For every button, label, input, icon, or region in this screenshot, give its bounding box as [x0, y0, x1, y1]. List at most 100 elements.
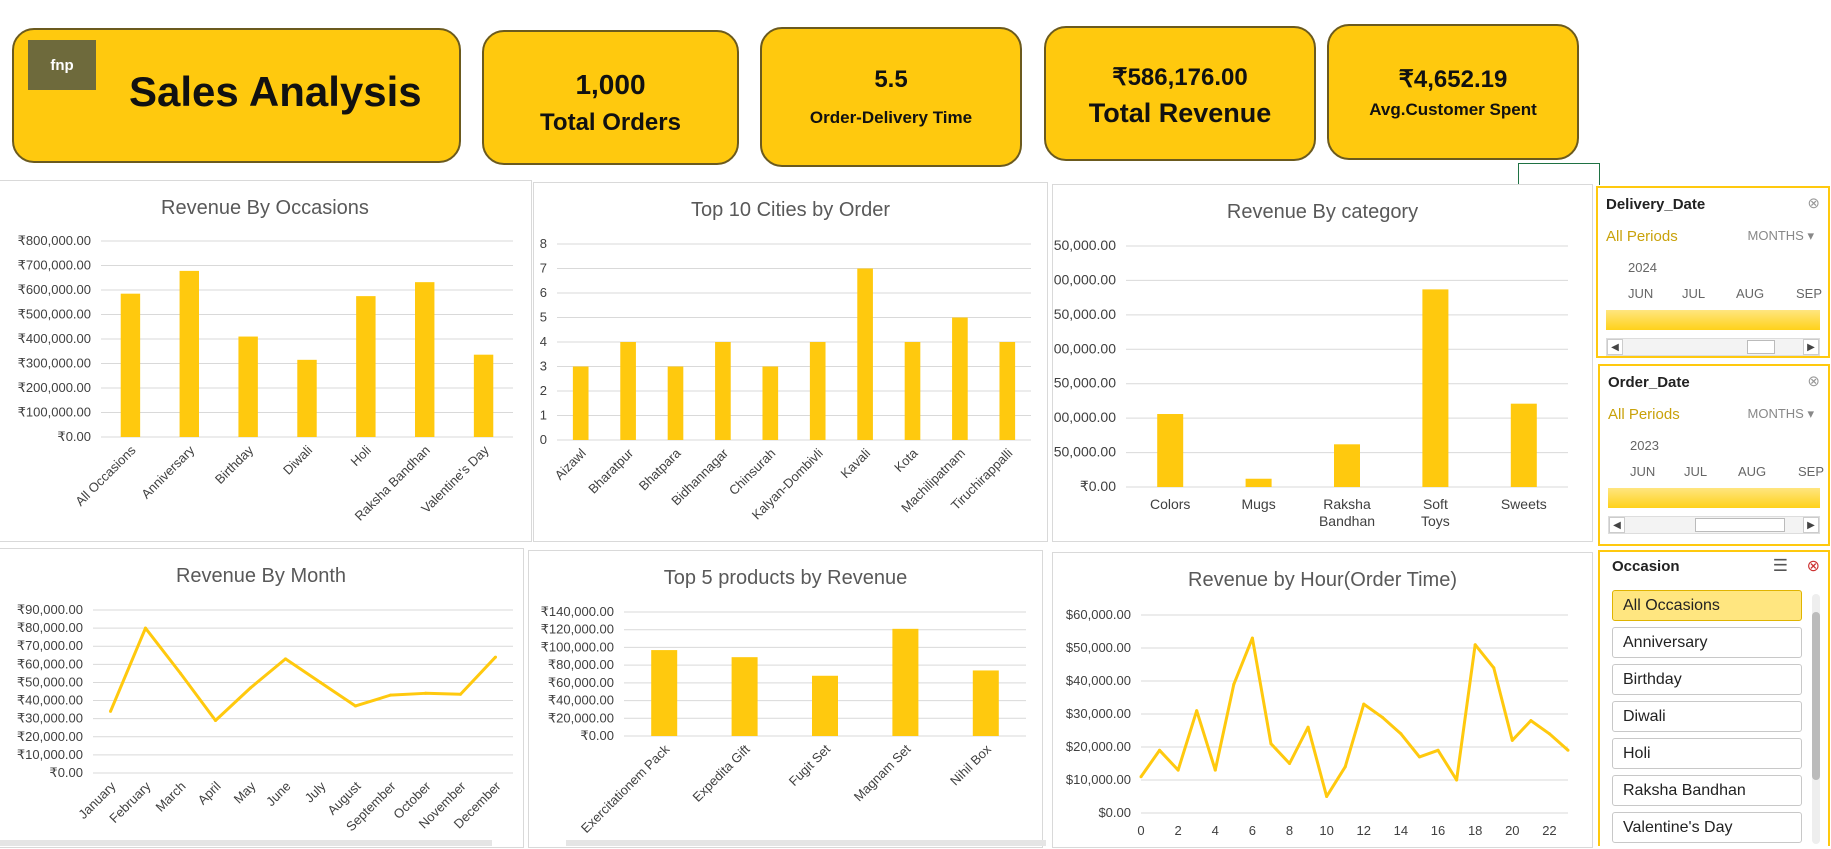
data-point	[284, 657, 287, 661]
month-label[interactable]: AUG	[1738, 464, 1767, 479]
occasion-item[interactable]: All Occasions	[1612, 590, 1802, 621]
data-point	[389, 693, 392, 697]
chart-revenue-by-occasions[interactable]: Revenue By Occasions ₹0.00 ₹100,000.00 ₹20…	[0, 180, 532, 542]
scroll-thumb[interactable]	[1747, 340, 1775, 354]
month-label[interactable]: JUN	[1628, 286, 1654, 301]
month-label[interactable]: AUG	[1736, 286, 1765, 301]
month-label[interactable]: SEP	[1798, 464, 1825, 479]
data-point	[1436, 748, 1440, 752]
chevron-right-icon[interactable]: ▶	[1803, 339, 1819, 355]
y-tick-label: ₹800,000.00	[18, 233, 91, 248]
x-tick-label: Raksha Bandhan	[1319, 496, 1375, 529]
bar	[857, 268, 873, 440]
timeline-range-bar[interactable]	[1606, 310, 1820, 330]
x-tick-label: 18	[1468, 823, 1482, 838]
y-tick-label: ₹80,000.00	[17, 620, 83, 635]
data-point	[1492, 666, 1496, 670]
chart-revenue-by-hour[interactable]: Revenue by Hour(Order Time) $0.00 $10,000…	[1052, 552, 1593, 848]
occasion-item[interactable]: Holi	[1612, 738, 1802, 769]
kpi-label: Total Orders	[540, 108, 681, 136]
y-tick-label: ₹90,000.00	[17, 602, 83, 617]
x-tick-label: 4	[1212, 823, 1219, 838]
bar	[473, 354, 494, 437]
granularity-dropdown[interactable]: MONTHS ▾	[1748, 228, 1815, 244]
x-tick-label: Magnam Set	[851, 741, 914, 804]
clear-filter-icon[interactable]: ⊗	[1806, 558, 1820, 575]
x-tick-label: Fugit Set	[786, 741, 834, 789]
x-tick-label: Birthday	[212, 442, 257, 487]
y-tick-label: $20,000.00	[1066, 739, 1131, 754]
occasion-item[interactable]: Anniversary	[1612, 627, 1802, 658]
kpi-value: ₹4,652.19	[1398, 65, 1508, 93]
occasion-slicer[interactable]: Occasion ☰ ⊗ All Occasions Anniversary B…	[1598, 550, 1830, 846]
chart-revenue-by-month[interactable]: Revenue By Month ₹0.00 ₹10,000.00 ₹20,000.…	[0, 548, 524, 848]
kpi-total-orders: 1,000 Total Orders	[482, 30, 739, 165]
chevron-left-icon[interactable]: ◀	[1607, 339, 1623, 355]
horizontal-scrollbar[interactable]	[566, 840, 1046, 846]
order-date-slicer[interactable]: Order_Date ⊗ All Periods MONTHS ▾ 2023 J…	[1598, 364, 1830, 546]
y-tick-label: ₹20,000.00	[548, 710, 614, 725]
y-tick-label: ₹500,000.00	[18, 307, 91, 322]
data-point	[214, 718, 217, 722]
occasion-item[interactable]: Raksha Bandhan	[1612, 775, 1802, 806]
y-tick-label: ₹250,000.00	[1053, 306, 1116, 322]
slicer-scrollbar[interactable]	[1812, 594, 1820, 844]
y-tick-label: 2	[540, 383, 547, 398]
data-point	[354, 704, 357, 708]
bar	[952, 317, 968, 440]
horizontal-scrollbar[interactable]	[0, 840, 492, 846]
y-tick-label: 5	[540, 310, 547, 325]
occasion-item[interactable]: Birthday	[1612, 664, 1802, 695]
bar	[179, 270, 199, 437]
clear-filter-icon[interactable]: ⊗	[1807, 373, 1820, 390]
data-point	[1399, 732, 1403, 736]
y-tick-label: 4	[540, 334, 547, 349]
timeline-scrollbar[interactable]: ◀ ▶	[1608, 516, 1820, 534]
clear-filter-icon[interactable]: ⊗	[1807, 195, 1820, 212]
x-tick-label: March	[152, 779, 188, 815]
chart-top-cities[interactable]: Top 10 Cities by Order 0 1 2 3 4 5 6 7 8 Aizawl Bh…	[533, 182, 1048, 542]
hour-chart-svg: $0.00 $10,000.00 $20,000.00 $30,000.00 $40,0…	[1066, 607, 1570, 838]
chart-revenue-by-category[interactable]: Revenue By category ₹0.00 ₹50,000.00 ₹100,…	[1052, 184, 1593, 542]
y-tick-label: 1	[540, 408, 547, 423]
scroll-thumb[interactable]	[1695, 518, 1785, 532]
data-point	[1343, 765, 1347, 769]
x-tick-label: 16	[1431, 823, 1445, 838]
all-periods-label[interactable]: All Periods	[1606, 228, 1678, 245]
kpi-value: 1,000	[575, 68, 646, 100]
x-tick-label: 8	[1286, 823, 1293, 838]
occasion-item[interactable]: Valentine's Day	[1612, 812, 1802, 843]
timeline-range-bar[interactable]	[1608, 488, 1820, 508]
granularity-label: MONTHS	[1747, 406, 1804, 421]
occasion-item[interactable]: Diwali	[1612, 701, 1802, 732]
month-label[interactable]: SEP	[1796, 286, 1823, 301]
y-tick-label: ₹150,000.00	[1053, 375, 1116, 391]
y-tick-label: ₹100,000.00	[541, 639, 614, 654]
timeline-scrollbar[interactable]: ◀ ▶	[1606, 338, 1820, 356]
granularity-dropdown[interactable]: MONTHS ▾	[1748, 406, 1815, 422]
y-tick-label: 7	[540, 261, 547, 276]
multi-select-icon[interactable]: ☰	[1772, 556, 1788, 575]
chart-top-products[interactable]: Top 5 products by Revenue ₹0.00 ₹20,000.0…	[528, 550, 1043, 848]
y-tick-label: ₹30,000.00	[17, 711, 83, 726]
delivery-date-slicer[interactable]: Delivery_Date ⊗ All Periods MONTHS ▾ 202…	[1596, 186, 1830, 358]
occasions-chart-svg: ₹0.00 ₹100,000.00 ₹200,000.00 ₹300,000.00 ₹4…	[18, 233, 513, 524]
y-tick-label: ₹0.00	[49, 765, 83, 780]
x-tick-label: Exercitationem Pack	[578, 741, 673, 836]
timeline-year: 2024	[1628, 260, 1657, 275]
all-periods-label[interactable]: All Periods	[1608, 406, 1680, 423]
scroll-thumb[interactable]	[1812, 612, 1820, 780]
month-label[interactable]: JUN	[1630, 464, 1656, 479]
data-point	[1250, 636, 1254, 640]
data-point	[1288, 762, 1292, 765]
chevron-right-icon[interactable]: ▶	[1803, 517, 1819, 533]
chevron-left-icon[interactable]: ◀	[1609, 517, 1625, 533]
bar	[972, 670, 999, 736]
data-point	[1176, 768, 1180, 772]
month-label[interactable]: JUL	[1684, 464, 1708, 479]
month-label[interactable]: JUL	[1682, 286, 1706, 301]
title-card: fnp Sales Analysis	[12, 28, 461, 163]
data-point	[1269, 742, 1273, 746]
bar	[1510, 403, 1537, 487]
